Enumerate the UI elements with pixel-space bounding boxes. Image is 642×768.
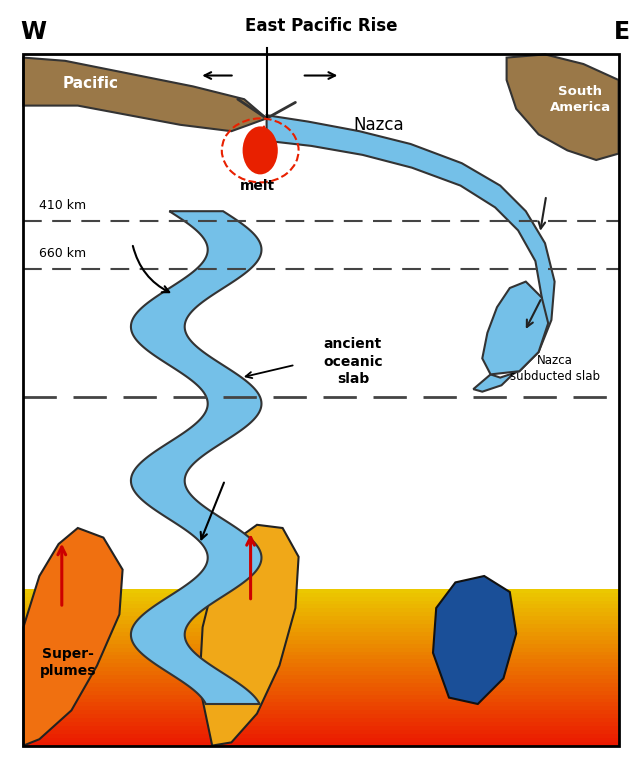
Text: ancient
oceanic
slab: ancient oceanic slab <box>323 337 383 386</box>
Bar <box>23 640 619 644</box>
Bar <box>23 730 619 734</box>
Polygon shape <box>507 55 619 160</box>
Polygon shape <box>266 115 555 392</box>
Text: 410 km: 410 km <box>39 200 87 213</box>
Bar <box>23 636 619 640</box>
Text: Nazca
subducted slab: Nazca subducted slab <box>510 353 600 382</box>
Bar <box>23 651 619 655</box>
Bar <box>23 707 619 710</box>
Bar <box>23 597 619 601</box>
Bar <box>23 612 619 616</box>
Text: South
America: South America <box>550 84 611 114</box>
Bar <box>23 664 619 667</box>
Bar <box>23 667 619 671</box>
Text: W: W <box>20 20 46 44</box>
Bar <box>23 589 619 593</box>
Bar <box>23 710 619 714</box>
Bar <box>23 601 619 604</box>
Bar <box>23 608 619 612</box>
Bar <box>23 738 619 742</box>
Text: East Pacific Rise: East Pacific Rise <box>245 17 397 35</box>
Bar <box>23 722 619 726</box>
Bar <box>23 628 619 632</box>
Bar <box>23 624 619 628</box>
Bar <box>23 718 619 722</box>
Text: Pacific: Pacific <box>63 76 119 91</box>
Bar <box>23 647 619 651</box>
Polygon shape <box>433 576 516 704</box>
Text: melt: melt <box>239 179 275 194</box>
Bar <box>23 690 619 694</box>
Text: Nazca: Nazca <box>353 116 404 134</box>
Bar <box>23 742 619 746</box>
Bar <box>23 621 619 624</box>
Polygon shape <box>131 211 261 704</box>
Bar <box>23 679 619 683</box>
Bar <box>23 703 619 707</box>
Bar <box>23 616 619 621</box>
Bar <box>23 593 619 597</box>
Bar <box>23 734 619 738</box>
Bar <box>23 694 619 699</box>
Polygon shape <box>23 528 123 746</box>
Bar <box>23 699 619 703</box>
Bar <box>23 632 619 636</box>
Bar <box>23 726 619 730</box>
Ellipse shape <box>243 127 278 174</box>
Bar <box>23 644 619 647</box>
Polygon shape <box>23 58 266 131</box>
Bar <box>23 55 619 589</box>
Text: E: E <box>614 20 630 44</box>
Text: 660 km: 660 km <box>39 247 87 260</box>
Bar <box>23 687 619 690</box>
Bar <box>23 604 619 608</box>
Bar <box>23 683 619 687</box>
Bar <box>23 675 619 679</box>
Bar <box>23 655 619 660</box>
Polygon shape <box>200 525 299 746</box>
Text: Super-
plumes: Super- plumes <box>40 647 96 678</box>
Bar <box>23 671 619 675</box>
Bar <box>23 714 619 718</box>
Polygon shape <box>482 282 548 375</box>
Bar <box>23 660 619 664</box>
